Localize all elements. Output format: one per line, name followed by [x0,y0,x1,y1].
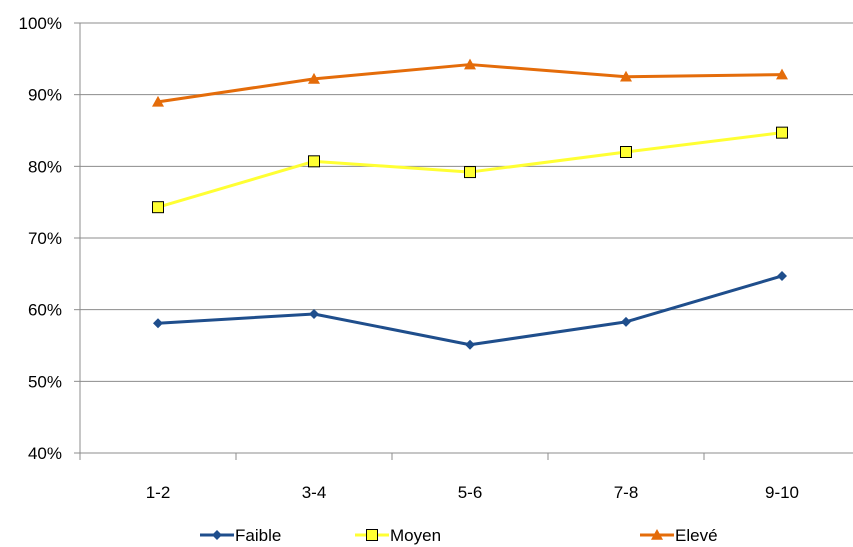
data-point [465,339,475,350]
y-tick-label: 60% [28,301,62,320]
x-tick-label: 1-2 [146,483,171,502]
legend-item: Moyen [355,526,441,545]
series-moyen [152,126,788,214]
legend-item: Faible [200,526,281,545]
data-point [308,155,320,168]
y-axis-tick-labels: 40% 50% 60% 70% 80% 90% 100% [19,14,62,463]
data-point [464,58,476,70]
data-point [777,270,787,281]
legend-marker [651,529,663,540]
x-tick-label: 7-8 [614,483,639,502]
x-tick-label: 5-6 [458,483,483,502]
series-faible [153,270,787,350]
x-axis-tick-labels: 1-2 3-4 5-6 7-8 9-10 [146,483,799,502]
series-line [157,63,783,104]
legend: Faible Moyen Elevé [200,526,718,545]
axes [74,22,853,460]
legend-label: Moyen [390,526,441,545]
data-point [309,308,319,319]
y-tick-label: 40% [28,444,62,463]
data-point [464,166,476,179]
data-point [621,316,631,327]
data-point [308,72,320,84]
data-point [620,146,632,158]
legend-label: Faible [235,526,281,545]
series-line [157,274,783,347]
y-tick-label: 70% [28,229,62,248]
series-layer [152,58,788,350]
y-tick-label: 100% [19,14,62,33]
legend-marker [212,530,222,540]
legend-marker [366,529,378,541]
y-tick-label: 80% [28,157,62,176]
y-tick-label: 90% [28,86,62,105]
gridlines [80,22,853,382]
data-point [153,318,163,329]
legend-item: Elevé [640,526,718,545]
x-tick-label: 3-4 [302,483,327,502]
x-tick-label: 9-10 [765,483,799,502]
y-tick-label: 50% [28,372,62,391]
data-point [620,70,632,82]
data-point [152,201,164,214]
data-point [776,68,788,80]
legend-label: Elevé [675,526,718,545]
data-point [776,126,788,139]
series-elevé [152,58,788,107]
data-point [152,95,164,107]
